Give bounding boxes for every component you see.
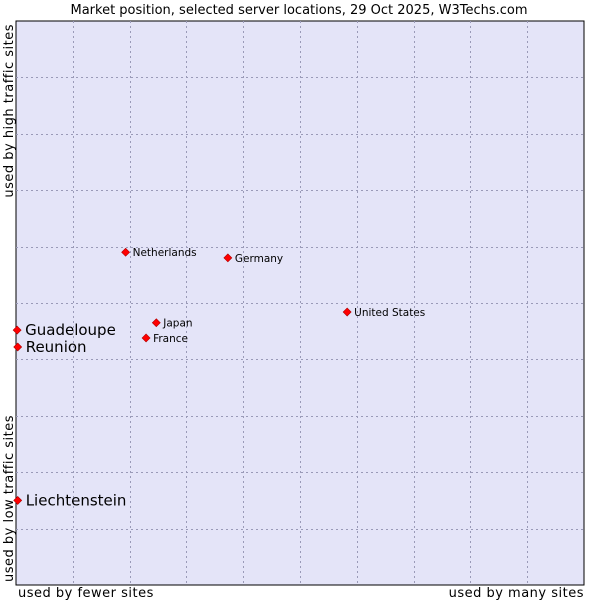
point-germany: Germany — [223, 253, 283, 265]
point-label: Liechtenstein — [26, 491, 127, 509]
x-axis-label-right: used by many sites — [449, 586, 584, 600]
data-points: Netherlands Germany United States Japan Fran… — [12, 247, 425, 509]
chart-title: Market position, selected server locatio… — [70, 3, 527, 18]
point-marker — [13, 495, 23, 505]
point-label: France — [153, 333, 188, 345]
point-marker — [151, 318, 161, 328]
point-label: Japan — [162, 318, 192, 330]
y-axis-label-top: used by high traffic sites — [2, 24, 17, 198]
point-united-states: United States — [342, 307, 425, 319]
y-axis-label-bottom: used by low traffic sites — [2, 415, 17, 582]
point-liechtenstein: Liechtenstein — [13, 491, 127, 509]
point-france: France — [141, 333, 188, 345]
point-japan: Japan — [151, 318, 193, 330]
point-reunion: Reunion — [13, 338, 87, 356]
point-marker — [121, 247, 131, 257]
point-marker — [12, 325, 22, 335]
grid-lines — [16, 21, 584, 585]
point-label: Germany — [235, 253, 283, 265]
point-netherlands: Netherlands — [121, 247, 197, 259]
point-marker — [13, 342, 23, 352]
point-marker — [342, 307, 352, 317]
point-label: Reunion — [26, 338, 87, 356]
point-marker — [141, 333, 151, 343]
point-guadeloupe: Guadeloupe — [12, 321, 116, 339]
point-label: Netherlands — [133, 247, 197, 259]
point-label: Guadeloupe — [25, 321, 116, 339]
point-marker — [223, 253, 233, 263]
point-label: United States — [354, 307, 425, 319]
x-axis-label-left: used by fewer sites — [18, 586, 154, 600]
